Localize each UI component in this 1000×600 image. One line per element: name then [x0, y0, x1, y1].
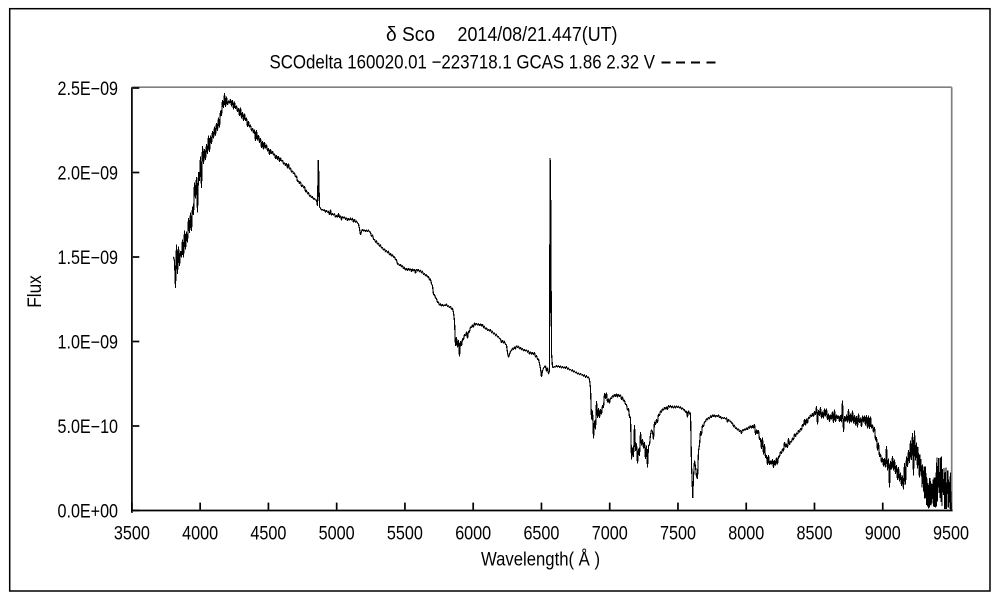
svg-text:6000: 6000	[455, 524, 491, 545]
svg-text:Wavelength( Å ): Wavelength( Å )	[481, 550, 600, 571]
svg-text:5.0E−10: 5.0E−10	[58, 417, 119, 438]
svg-text:2014/08/21.447(UT): 2014/08/21.447(UT)	[458, 24, 618, 46]
svg-text:8500: 8500	[796, 524, 832, 545]
svg-text:2.5E−09: 2.5E−09	[58, 79, 119, 100]
svg-text:Flux: Flux	[25, 275, 46, 308]
svg-text:7500: 7500	[660, 524, 696, 545]
svg-text:6500: 6500	[523, 524, 559, 545]
svg-text:δ Sco: δ Sco	[386, 24, 435, 46]
svg-text:5000: 5000	[319, 524, 355, 545]
svg-text:2.0E−09: 2.0E−09	[58, 163, 119, 184]
svg-text:7000: 7000	[592, 524, 628, 545]
svg-text:0.0E+00: 0.0E+00	[58, 501, 119, 522]
svg-text:4500: 4500	[250, 524, 286, 545]
svg-text:3500: 3500	[114, 524, 150, 545]
svg-text:5500: 5500	[387, 524, 423, 545]
svg-text:1.0E−09: 1.0E−09	[58, 332, 119, 353]
svg-text:4000: 4000	[182, 524, 218, 545]
svg-text:SCOdelta 160020.01 −223718.1 G: SCOdelta 160020.01 −223718.1 GCAS 1.86 2…	[270, 52, 656, 74]
svg-text:8000: 8000	[728, 524, 764, 545]
svg-text:9000: 9000	[865, 524, 901, 545]
svg-text:1.5E−09: 1.5E−09	[58, 248, 119, 269]
svg-text:9500: 9500	[933, 524, 969, 545]
